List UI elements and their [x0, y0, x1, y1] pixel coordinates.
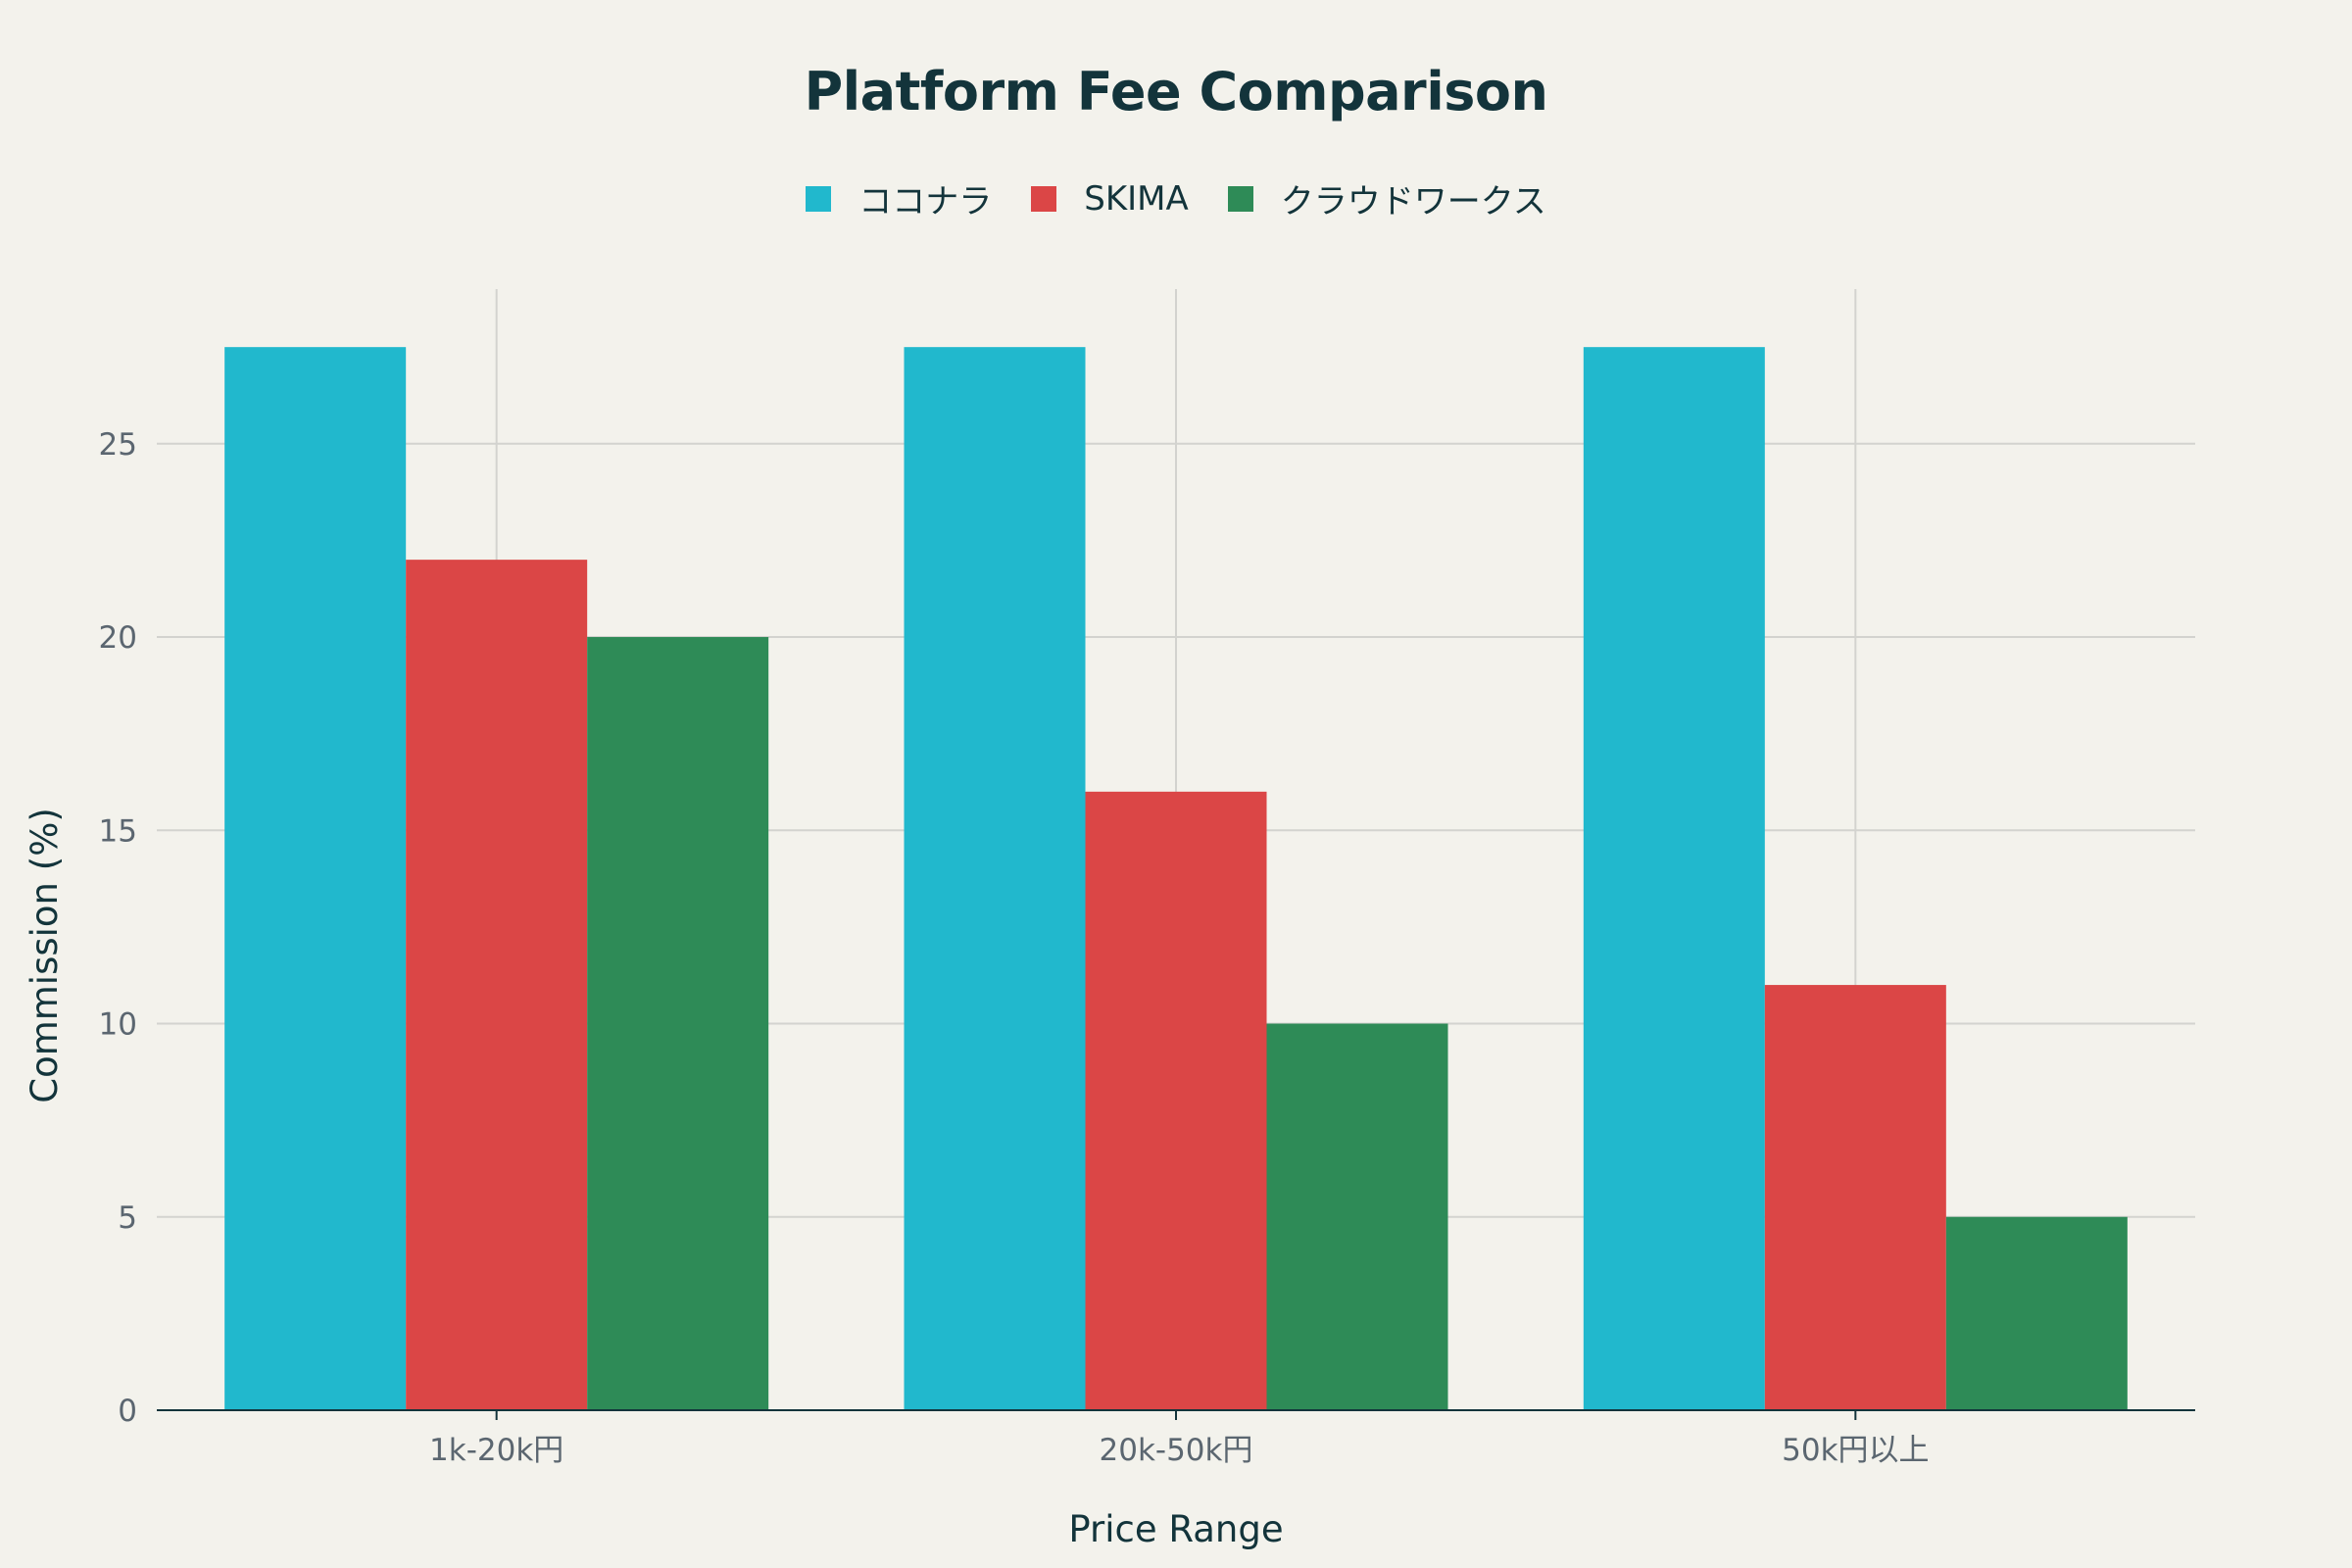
y-tick-label: 25 — [99, 427, 137, 463]
legend-label-coconala: ココナラ — [858, 182, 993, 221]
bar[interactable] — [224, 347, 407, 1411]
y-tick-label: 5 — [118, 1200, 137, 1236]
bars — [224, 347, 2128, 1411]
bar[interactable] — [1583, 347, 1765, 1411]
bar[interactable] — [1085, 791, 1267, 1410]
x-axis-title: Price Range — [1068, 1508, 1283, 1550]
y-tick-label: 10 — [99, 1007, 137, 1043]
y-tick-label: 20 — [99, 620, 137, 656]
axes: 0 5 10 15 20 25 1k-20k円 20k-50k円 50k円以上 — [99, 427, 2195, 1468]
legend-swatch-coconala — [806, 185, 832, 212]
legend: ココナラ SKIMA クラウドワークス — [0, 174, 2352, 222]
legend-label-skima: SKIMA — [1084, 178, 1189, 219]
legend-swatch-skima — [1031, 185, 1057, 212]
bar[interactable] — [1266, 1023, 1448, 1410]
x-tick-label: 50k円以上 — [1782, 1433, 1929, 1468]
bar[interactable] — [1764, 985, 1946, 1410]
legend-item-crowdworks[interactable]: クラウドワークス — [1227, 174, 1546, 222]
legend-label-crowdworks: クラウドワークス — [1280, 182, 1546, 221]
bar[interactable] — [406, 560, 588, 1410]
bar[interactable] — [1945, 1216, 2128, 1410]
chart-title: Platform Fee Comparison — [804, 61, 1548, 122]
legend-swatch-crowdworks — [1227, 185, 1253, 212]
y-tick-label: 0 — [118, 1394, 137, 1429]
x-tick-label: 20k-50k円 — [1100, 1433, 1253, 1468]
legend-item-skima[interactable]: SKIMA — [1031, 179, 1189, 219]
x-tick-label: 1k-20k円 — [429, 1433, 564, 1468]
y-axis-title: Commission (%) — [24, 808, 66, 1103]
bar[interactable] — [587, 637, 769, 1410]
y-tick-label: 15 — [99, 813, 137, 849]
legend-item-coconala[interactable]: ココナラ — [806, 174, 992, 222]
bar[interactable] — [904, 347, 1086, 1411]
